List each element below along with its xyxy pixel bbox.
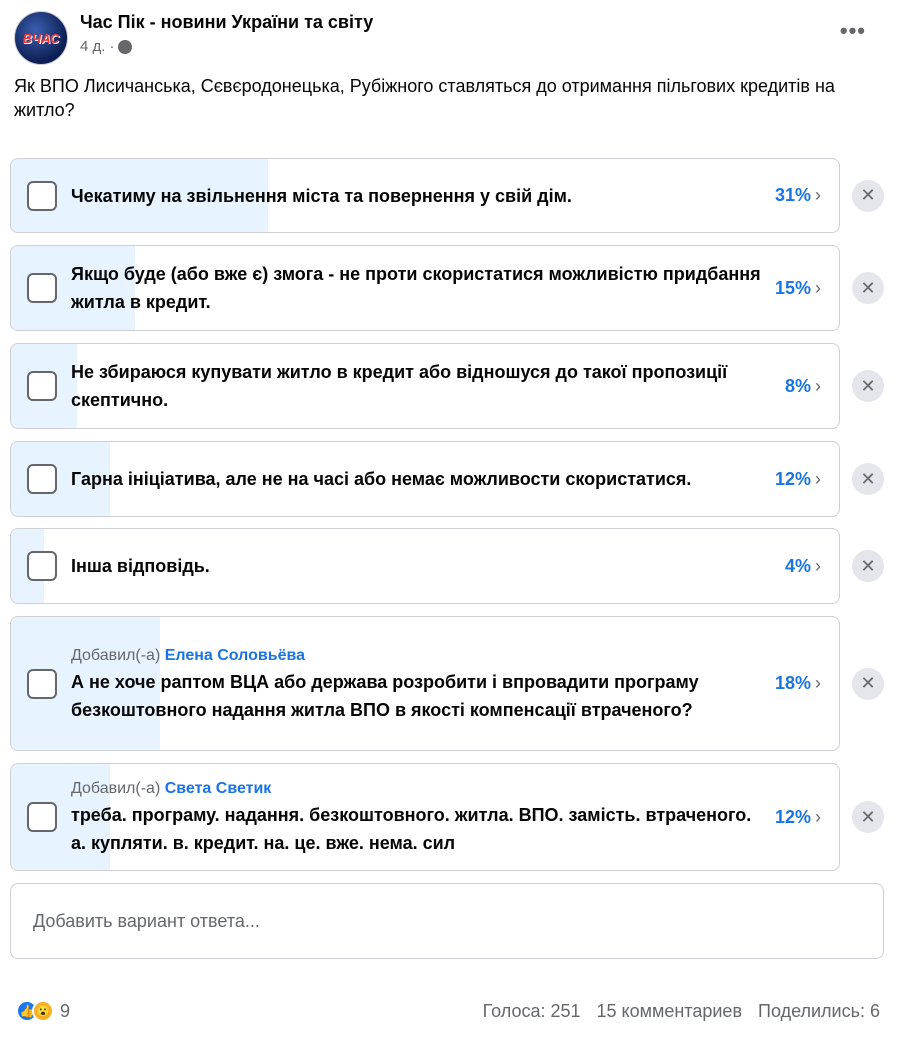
post-footer: 👍 😮 9 Голоса: 251 15 комментариев Подели… (16, 1000, 880, 1022)
added-by-label: Добавил(-а) (71, 780, 161, 797)
option-text: Чекатиму на звільнення міста та повернен… (71, 185, 572, 206)
option-percent[interactable]: 12% (774, 468, 811, 489)
option-checkbox[interactable] (27, 273, 57, 303)
option-percent[interactable]: 31% (774, 185, 811, 205)
added-by: Добавил(-а) Света Светик (71, 777, 765, 801)
chevron-right-icon[interactable]: › (815, 555, 821, 576)
close-icon: ✕ (860, 555, 876, 576)
more-options-button[interactable]: ••• (839, 18, 866, 43)
close-icon: ✕ (860, 375, 876, 396)
chevron-right-icon[interactable]: › (815, 277, 821, 298)
remove-option-button[interactable]: ✕ (852, 370, 884, 402)
poll-question: Як ВПО Лисичанська, Сєвєродонецька, Рубі… (14, 76, 835, 120)
option-text-block: Добавил(-а) Света Светик треба. програму.… (71, 777, 765, 857)
globe-icon (118, 39, 133, 54)
poll-option[interactable]: Чекатиму на звільнення міста та повернен… (10, 158, 840, 233)
close-icon: ✕ (860, 277, 876, 298)
option-text: Не збираюся купувати житло в кредит або … (71, 362, 728, 410)
remove-option-button[interactable]: ✕ (852, 550, 884, 582)
remove-option-button[interactable]: ✕ (852, 801, 884, 833)
shares-count[interactable]: Поделились: 6 (758, 1000, 880, 1021)
remove-option-button[interactable]: ✕ (852, 179, 884, 212)
comments-count[interactable]: 15 комментариев (596, 1000, 743, 1021)
option-text-block: Добавил(-а) Елена Соловьёва А не хоче рап… (71, 644, 765, 724)
option-text: Гарна ініціатива, але не на часі або нем… (71, 469, 692, 489)
remove-option-button[interactable]: ✕ (852, 463, 884, 495)
option-checkbox[interactable] (27, 180, 57, 211)
votes-count[interactable]: Голоса: 251 (482, 1000, 581, 1021)
poll-option[interactable]: Добавил(-а) Елена Соловьёва А не хоче рап… (10, 616, 840, 751)
option-checkbox[interactable] (27, 371, 57, 401)
chevron-right-icon[interactable]: › (815, 673, 821, 693)
option-text: А не хоче раптом ВЦА або держава розроби… (71, 671, 699, 720)
close-icon: ✕ (860, 673, 876, 693)
option-percent[interactable]: 15% (774, 277, 811, 298)
chevron-right-icon[interactable]: › (815, 185, 821, 205)
add-option-input[interactable] (10, 883, 884, 959)
wow-reaction-icon[interactable]: 😮 (32, 1000, 54, 1022)
chevron-right-icon[interactable]: › (815, 806, 821, 827)
post-meta: 4 д. · (80, 38, 133, 55)
option-percent[interactable]: 4% (784, 555, 811, 576)
poll-option[interactable]: Добавил(-а) Света Светик треба. програму.… (10, 763, 840, 871)
added-by: Добавил(-а) Елена Соловьёва (71, 644, 765, 668)
option-text-block: Гарна ініціатива, але не на часі або нем… (71, 465, 765, 493)
option-percent[interactable]: 18% (774, 673, 811, 693)
poll-option[interactable]: Якщо буде (або вже є) змога - не проти с… (10, 245, 840, 331)
option-percent[interactable]: 12% (774, 806, 811, 827)
option-checkbox[interactable] (27, 668, 57, 699)
remove-option-button[interactable]: ✕ (852, 667, 884, 700)
poll-option[interactable]: Гарна ініціатива, але не на часі або нем… (10, 441, 840, 517)
option-percent[interactable]: 8% (784, 375, 811, 396)
option-checkbox[interactable] (27, 802, 57, 832)
option-text-block: Якщо буде (або вже є) змога - не проти с… (71, 260, 765, 316)
added-by-label: Добавил(-а) (71, 646, 161, 664)
option-text: Інша відповідь. (71, 556, 210, 576)
page-avatar[interactable]: ВЧАС (14, 11, 68, 65)
chevron-right-icon[interactable]: › (815, 468, 821, 489)
reaction-count[interactable]: 9 (60, 1000, 71, 1021)
close-icon: ✕ (860, 185, 876, 205)
option-text-block: Чекатиму на звільнення міста та повернен… (71, 182, 765, 210)
option-text-block: Інша відповідь. (71, 552, 775, 580)
option-checkbox[interactable] (27, 551, 57, 581)
author-link[interactable]: Света Светик (164, 780, 272, 797)
chevron-right-icon[interactable]: › (815, 375, 821, 396)
option-text: Якщо буде (або вже є) змога - не проти с… (71, 264, 761, 312)
close-icon: ✕ (860, 806, 876, 827)
poll-option[interactable]: Не збираюся купувати житло в кредит або … (10, 343, 840, 429)
author-link[interactable]: Елена Соловьёва (164, 646, 305, 664)
option-text: треба. програму. надання. безкоштовного.… (71, 805, 752, 853)
separator: · (109, 38, 115, 55)
poll-option[interactable]: Інша відповідь. 4% › (10, 528, 840, 604)
close-icon: ✕ (860, 468, 876, 489)
remove-option-button[interactable]: ✕ (852, 272, 884, 304)
page-name-link[interactable]: Час Пік - новини України та світу (80, 12, 374, 32)
option-checkbox[interactable] (27, 464, 57, 494)
option-text-block: Не збираюся купувати житло в кредит або … (71, 358, 775, 414)
post-time[interactable]: 4 д. (80, 38, 106, 55)
